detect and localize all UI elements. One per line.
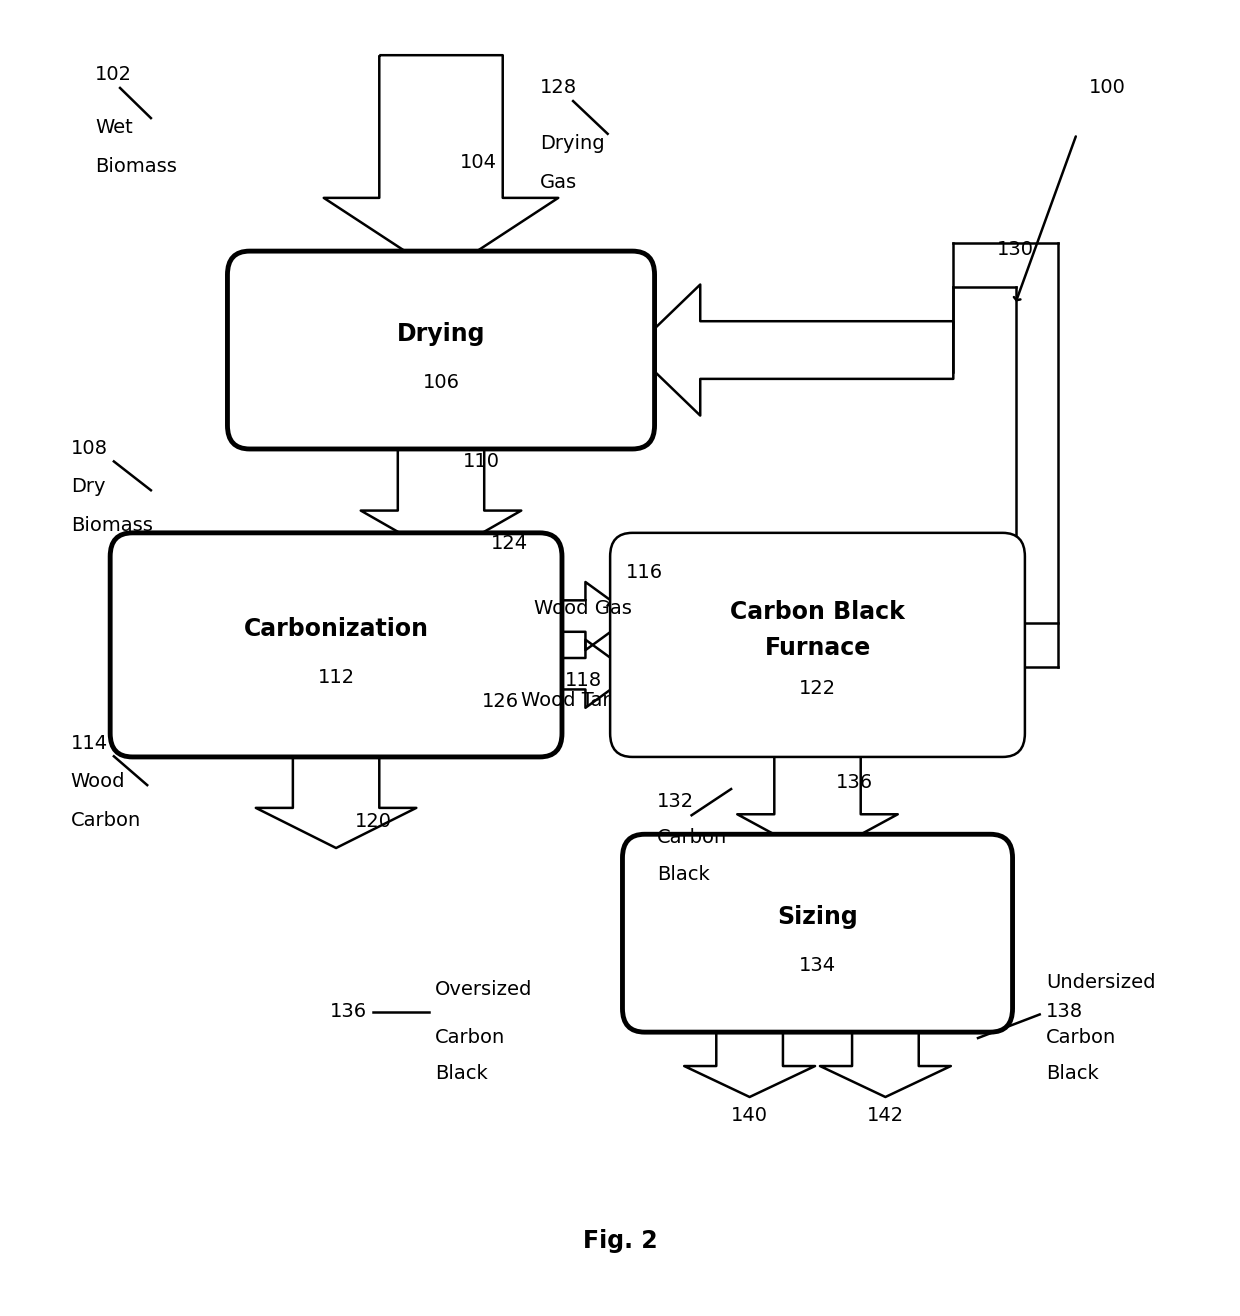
Text: Carbon: Carbon (1045, 1028, 1116, 1046)
Text: 114: 114 (71, 734, 108, 753)
Text: Wet: Wet (95, 118, 133, 137)
Text: 108: 108 (71, 438, 108, 458)
Text: Black: Black (435, 1065, 487, 1083)
Text: 110: 110 (464, 451, 500, 471)
FancyBboxPatch shape (622, 834, 1013, 1032)
Text: Carbonization: Carbonization (243, 617, 429, 641)
Text: 102: 102 (95, 66, 133, 84)
Text: 104: 104 (460, 153, 496, 172)
Text: 140: 140 (732, 1107, 768, 1125)
FancyBboxPatch shape (227, 251, 655, 449)
Text: 106: 106 (423, 374, 460, 392)
Text: 136: 136 (330, 1003, 367, 1021)
Text: 116: 116 (626, 563, 663, 582)
Text: Black: Black (1045, 1065, 1099, 1083)
Text: 118: 118 (564, 671, 601, 690)
Text: Drying: Drying (397, 322, 485, 346)
Text: 132: 132 (657, 792, 694, 812)
Text: Sizing: Sizing (777, 905, 858, 929)
FancyBboxPatch shape (110, 533, 562, 757)
Text: Black: Black (657, 865, 709, 884)
Text: 100: 100 (1089, 79, 1126, 97)
Text: Drying: Drying (539, 134, 604, 153)
Text: Biomass: Biomass (95, 158, 177, 176)
Text: 124: 124 (490, 534, 527, 554)
Text: Wood Tar: Wood Tar (521, 691, 611, 709)
Text: 142: 142 (867, 1107, 904, 1125)
Text: Undersized: Undersized (1045, 973, 1156, 992)
Text: Biomass: Biomass (71, 516, 153, 536)
Text: Fig. 2: Fig. 2 (583, 1229, 657, 1253)
Text: 120: 120 (355, 812, 392, 832)
Text: Oversized: Oversized (435, 979, 532, 999)
Text: Gas: Gas (539, 174, 577, 192)
Text: 122: 122 (799, 679, 836, 697)
Text: 126: 126 (482, 692, 518, 711)
Text: Carbon: Carbon (71, 812, 141, 830)
Text: 130: 130 (997, 240, 1033, 259)
Text: Furnace: Furnace (764, 636, 870, 659)
Text: 128: 128 (539, 79, 577, 97)
Text: 138: 138 (1045, 1003, 1083, 1021)
Text: 112: 112 (317, 669, 355, 687)
Text: 134: 134 (799, 957, 836, 975)
Text: Carbon: Carbon (657, 828, 728, 848)
Text: Carbon Black: Carbon Black (730, 600, 905, 624)
Text: Carbon: Carbon (435, 1028, 505, 1046)
Text: Wood: Wood (71, 772, 125, 791)
FancyBboxPatch shape (610, 533, 1025, 757)
Text: Dry: Dry (71, 478, 105, 496)
Text: 136: 136 (836, 772, 873, 792)
Text: Wood Gas: Wood Gas (533, 599, 631, 619)
